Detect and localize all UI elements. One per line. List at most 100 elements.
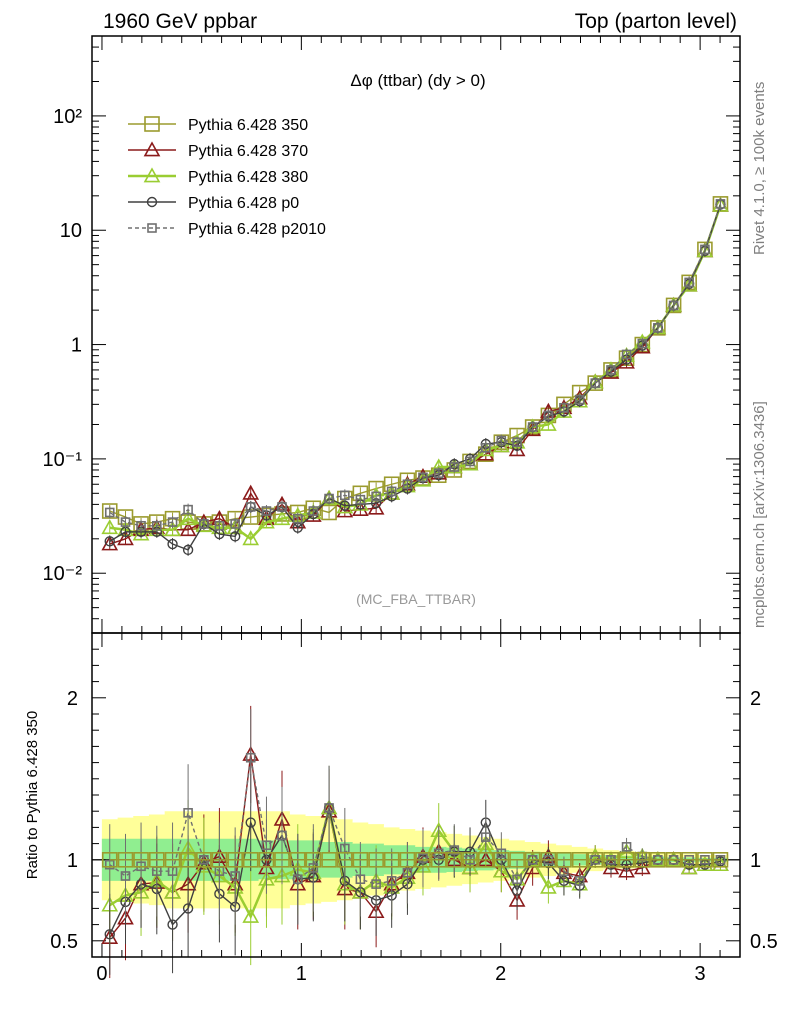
data-point [496,435,507,446]
ratio-point [164,851,181,868]
data-point [308,506,319,516]
data-point [512,437,522,447]
data-point [715,199,726,209]
ratio-point [104,929,115,940]
main-ytick-label: 10⁻² [43,563,83,585]
ratio-point [399,851,416,868]
ratio-point [242,851,259,868]
series-pythia-6.428-380 [101,196,729,546]
ratio-point [650,851,666,868]
data-point [167,538,178,550]
ratio-panel: Ratio to Pythia 6.428 350 0.5 0.5 1 1 2 2 0 1 2… [24,632,778,985]
ratio-point [618,851,635,868]
ratio-point [386,876,397,886]
ratio-point [182,903,194,914]
ratio-ytick-label-left: 2 [67,688,78,710]
ratio-point [120,871,131,881]
ratio-ytick-label-left: 0.5 [50,931,78,953]
data-point [684,277,694,288]
ratio-point [587,851,604,868]
data-point [340,490,350,501]
ratio-point [492,862,510,878]
data-point [371,491,381,502]
ratio-point [324,803,334,813]
ratio-point [446,851,463,868]
data-point [273,510,291,526]
ratio-point [180,851,196,868]
legend-marker [144,116,160,132]
ratio-point [449,845,460,855]
data-point [606,365,616,375]
ratio-point [430,851,447,868]
ratio-point [681,851,697,868]
data-point [559,402,569,413]
data-point [104,507,115,518]
header-left: 1960 GeV ppbar [103,10,257,33]
legend-marker [146,196,158,208]
data-point [230,519,240,529]
series-pythia-6.428-p2010 [104,197,726,532]
xtick-label: 2 [495,963,506,985]
ratio-point [509,851,525,868]
ratio-point [524,851,541,868]
series-pythia-6.428-370 [101,196,729,551]
legend-label: Pythia 6.428 p0 [188,195,299,212]
header-right: Top (parton level) [575,10,737,33]
data-point [245,502,256,512]
legend-label: Pythia 6.428 370 [188,143,308,160]
ratio-point [712,851,729,868]
xtick-labels: 0 1 2 3 [96,963,705,985]
ratio-point [571,851,588,868]
ratio-point [258,851,275,868]
data-point [136,520,146,531]
ratio-point [289,851,306,868]
data-point [199,519,209,529]
main-ytick-label: 1 [71,335,82,357]
ratio-point [211,851,228,868]
ratio-point [261,840,272,851]
data-point [540,415,557,431]
data-point [355,494,366,505]
ratio-point [477,851,494,868]
ratio-frame [91,632,741,958]
data-point [182,544,194,556]
ratio-point [101,851,118,868]
data-point [543,410,554,421]
ratio-point [308,863,319,873]
mcplots-label: mcplots.cern.ch [arXiv:1306.3436] [751,401,768,628]
data-point [261,506,272,516]
main-ticks [92,35,740,634]
data-point [120,517,131,527]
legend-label: Pythia 6.428 p2010 [188,221,326,238]
ratio-point [167,919,178,930]
ratio-point [277,830,287,841]
series-line [109,204,722,541]
ratio-point [352,851,369,868]
main-ytick-labels: 10⁻² 10⁻¹ 1 10 10² [43,106,83,585]
rivet-label: Rivet 4.1.0, ≥ 100k events [751,82,768,255]
data-point [104,536,115,547]
series-pythia-6.428-p0 [104,198,726,556]
ratio-ylabel: Ratio to Pythia 6.428 350 [24,711,41,879]
ratio-point [480,832,491,842]
ratio-point [512,874,522,885]
ratio-point [540,878,557,894]
ratio-point [195,857,213,873]
data-point [214,520,225,531]
ratio-point [274,851,290,868]
data-point [117,530,134,546]
legend-marker [147,223,157,233]
data-point [590,378,601,388]
ratio-point [634,851,651,868]
data-point [152,520,162,531]
data-point [653,323,663,333]
data-point [668,300,679,311]
ratio-point [117,851,134,868]
xtick-label: 3 [695,963,706,985]
ratio-point [574,876,585,886]
ratio-point [697,851,713,868]
data-point [292,513,303,524]
legend-label: Pythia 6.428 380 [188,169,308,186]
data-point [242,530,260,546]
data-point [132,525,150,541]
